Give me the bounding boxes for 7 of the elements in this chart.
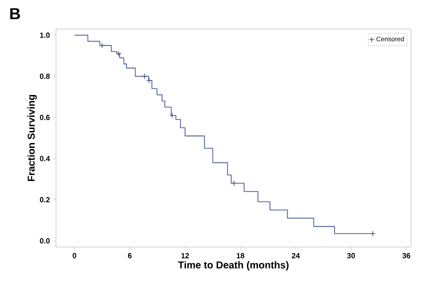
chart-title: B bbox=[10, 8, 20, 20]
y-axis-title: Fraction Surviving bbox=[27, 94, 37, 182]
point bbox=[116, 50, 122, 57]
point bbox=[231, 180, 237, 186]
x-axis-title: Time to Death (months) bbox=[178, 261, 289, 270]
point bbox=[169, 112, 176, 118]
point bbox=[99, 42, 105, 48]
